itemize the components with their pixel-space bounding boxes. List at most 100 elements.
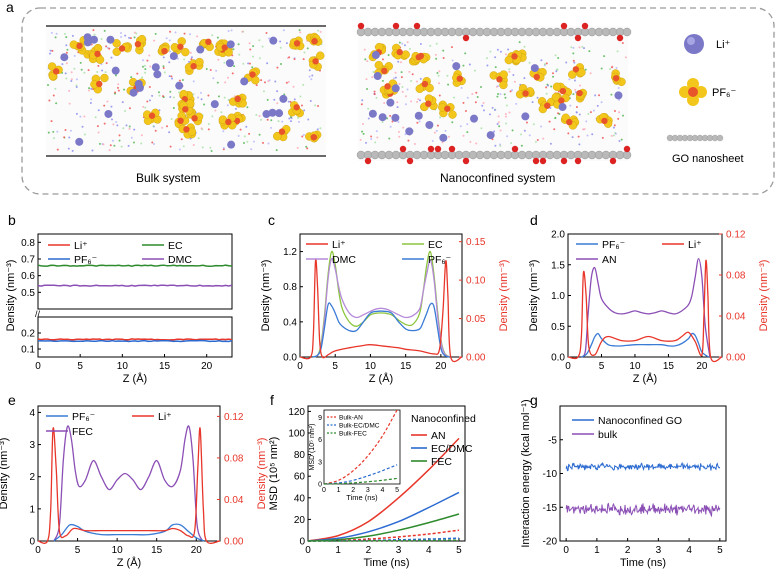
inset-x-label: Time (ns) (346, 493, 378, 502)
y-tick-label: 20 (294, 515, 306, 526)
series-line-PF₆⁻ (312, 302, 450, 358)
panel-f-letter: f (270, 392, 274, 408)
bulk-system-snapshot (46, 25, 326, 157)
x-axis-label: Time (ns) (363, 557, 409, 569)
pf6-cluster-icon (679, 78, 707, 106)
panel-c: c 0.0 0.4 0.8 1.2 0 5 10 15 20 Z (Å) Density (nm⁻³)… (260, 212, 510, 385)
inset-legend-label: Bulk-AN (339, 415, 363, 422)
go-nanosheet-icon (666, 134, 724, 142)
panel-b-letter: b (8, 212, 16, 228)
x-tick-label: 0 (35, 361, 41, 372)
panel-d-letter: d (530, 212, 538, 228)
y2-tick-label: 0.04 (726, 312, 746, 323)
y2-tick-label: 0.00 (224, 537, 244, 548)
legend-label: Li⁺ (332, 239, 346, 251)
y-axis-label: Density (nm⁻³) (260, 260, 272, 332)
x-axis-label: Time (ns) (620, 557, 666, 569)
x-tick-label: 5 (717, 545, 723, 556)
y-tick-label: 0.4 (283, 317, 297, 328)
y2-tick-label: 0.12 (726, 230, 746, 241)
y-tick-label: 0.0 (283, 353, 297, 364)
series-line-Li⁺ (37, 427, 221, 544)
y-tick-label: 2 (29, 472, 35, 483)
x-tick-label: 0 (563, 545, 569, 556)
y-tick-label: 3 (29, 440, 35, 451)
y-tick-label: 0.8 (283, 282, 297, 293)
panel-g-letter: g (530, 392, 538, 408)
y-axis-label: Density (nm⁻³) (0, 438, 10, 510)
x-tick-label: 15 (151, 545, 163, 556)
x-tick-label: 0 (305, 545, 311, 556)
y-tick-label: -20 (543, 537, 558, 548)
x-tick-label: 0 (565, 361, 571, 372)
plot-frame (567, 233, 723, 358)
inset-series-Bulk-EC/DMC (323, 464, 398, 485)
panel-e-letter: e (8, 392, 16, 408)
x-tick-label: 5 (77, 361, 83, 372)
inset-x-tick-label: 4 (381, 487, 385, 494)
panel-a-letter: a (6, 0, 14, 15)
plot-frame-lower (37, 316, 233, 358)
nanoconfined-system-label: Nanoconfined system (440, 171, 555, 185)
y-tick-label: 0.1 (21, 345, 35, 356)
y2-tick-label: 0.10 (466, 276, 486, 287)
y-tick-label: 0.5 (551, 322, 565, 333)
series-line-DMC (37, 284, 233, 287)
series-line-bulk (565, 502, 721, 518)
panel-d: d 0.0 0.5 1.0 1.5 2.0 0 5 10 15 20 Z (Å) Density (nm… (528, 212, 770, 385)
x-tick-label: 20 (696, 361, 708, 372)
panel-a-legend: Li⁺ PF₆⁻ GO nanosheet (666, 34, 744, 165)
legend-label: Li⁺ (74, 240, 88, 252)
legend-label: PF₆⁻ (602, 239, 626, 251)
y2-tick-label: 0.08 (224, 453, 244, 464)
inset-frame (323, 409, 401, 485)
y2-tick-label: 0.00 (726, 353, 746, 364)
series-line-AN (307, 437, 460, 542)
y2-tick-label: 0.00 (466, 353, 486, 364)
legend-label: Li⁺ (158, 411, 172, 423)
series-line-Li⁺ (299, 258, 463, 363)
legend-label: DMC (332, 254, 356, 266)
y-tick-label: 100 (288, 429, 305, 440)
nanoconfined-system-snapshot (356, 22, 632, 165)
series-line-PF₆⁻ (37, 339, 233, 343)
legend-label: Nanoconfined GO (598, 415, 682, 427)
panel-b: b //0.5 0.6 0.7 0.8 0.1 0.2 0 5 10 15 20 Z (Å) Densit… (5, 212, 236, 385)
legend-label: EC (428, 239, 443, 251)
y-tick-label: 4 (29, 408, 35, 419)
x-tick-label: 15 (663, 361, 675, 372)
y-tick-label: 0.7 (21, 255, 35, 266)
y-axis-label: Density (nm⁻³) (5, 260, 17, 332)
plot-frame (37, 405, 221, 542)
y2-tick-label: 0.12 (224, 412, 244, 423)
panel-a-frame (21, 7, 775, 195)
legend-label: PF₆⁻ (428, 254, 452, 266)
inset-y-tick-label: 6 (318, 437, 322, 444)
series-line-Bulk-FEC (307, 539, 460, 542)
y-axis-label: Density (nm⁻³) (256, 438, 268, 510)
x-tick-label: 20 (435, 361, 447, 372)
x-tick-label: 15 (400, 361, 412, 372)
y-axis-label: MSD (10⁵ nm²) (268, 437, 280, 511)
legend-title: Nanoconfined (411, 413, 476, 425)
y-tick-label: 1.5 (551, 260, 565, 271)
series-line-Nanoconfined GO (565, 461, 721, 472)
x-tick-label: 3 (656, 545, 662, 556)
legend-label: AN (602, 254, 617, 266)
x-tick-label: 0 (297, 361, 303, 372)
x-tick-label: 4 (426, 545, 432, 556)
y-tick-label: -15 (543, 503, 558, 514)
series-line-Li⁺ (37, 338, 233, 341)
inset-x-tick-label: 1 (337, 487, 341, 494)
series-line-AN (580, 257, 711, 358)
legend-li-label: Li⁺ (716, 39, 731, 51)
inset-y-tick-label: 3 (318, 459, 322, 466)
inset-x-tick-label: 5 (395, 487, 399, 494)
y-tick-label: -10 (543, 469, 558, 480)
li-ion-icon (684, 34, 704, 54)
plot-frame (299, 233, 463, 358)
legend-label: PF₆⁻ (72, 411, 96, 423)
inset-y-tick-label: 9 (318, 415, 322, 422)
